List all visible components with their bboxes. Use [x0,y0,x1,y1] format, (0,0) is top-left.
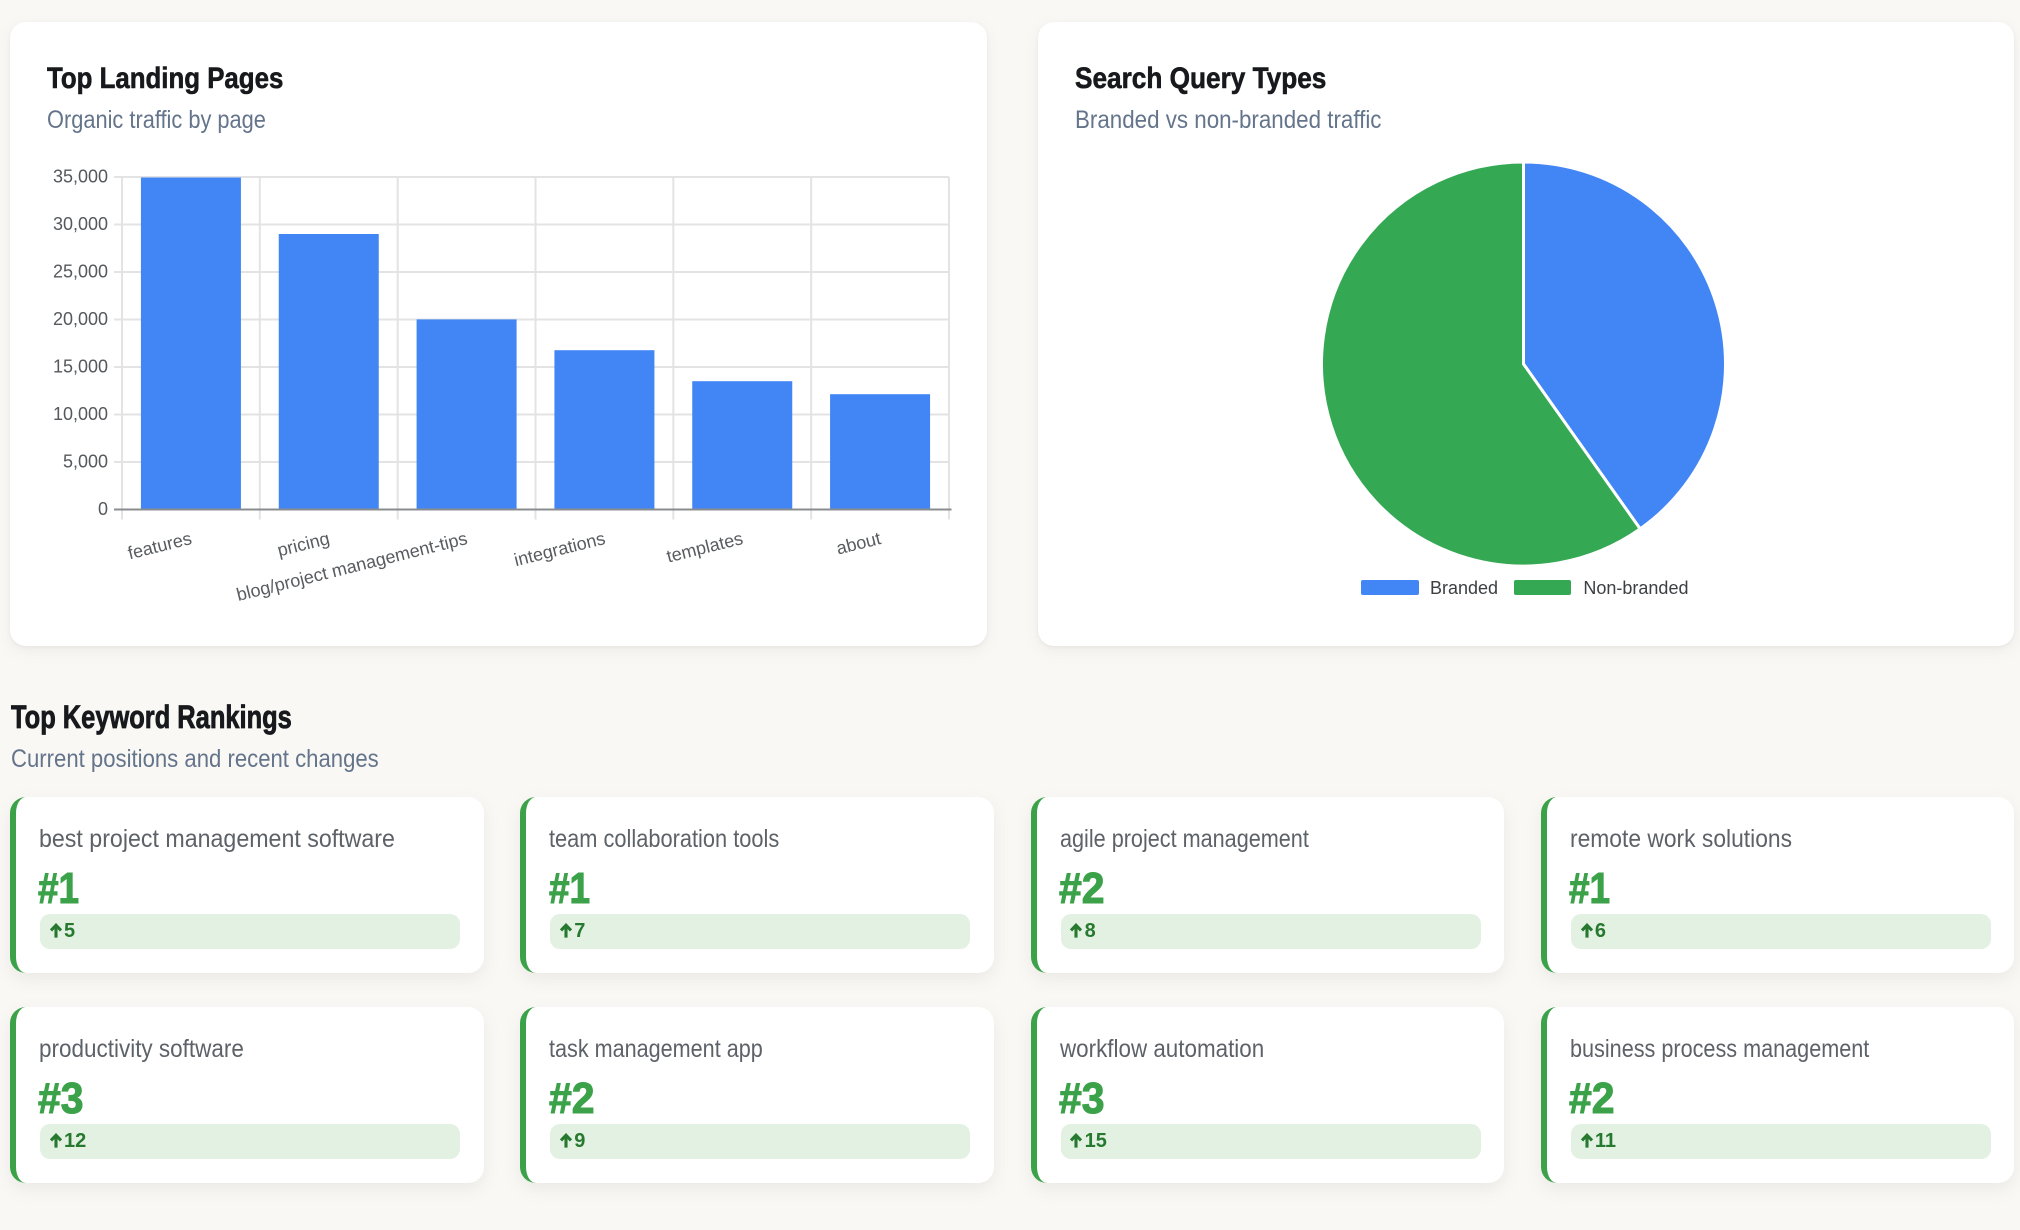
svg-text:features: features [126,528,194,563]
svg-text:0: 0 [98,499,108,519]
svg-text:30,000: 30,000 [53,214,108,234]
svg-text:35,000: 35,000 [53,167,108,187]
svg-text:25,000: 25,000 [53,262,108,282]
svg-text:integrations: integrations [512,528,607,570]
svg-text:about: about [834,528,883,558]
svg-text:pricing: pricing [275,528,331,560]
svg-text:10,000: 10,000 [53,404,108,424]
svg-text:blog/project management-tips: blog/project management-tips [234,528,469,605]
svg-text:15,000: 15,000 [53,357,108,377]
svg-text:Branded: Branded [1430,578,1498,598]
svg-text:20,000: 20,000 [53,309,108,329]
svg-text:templates: templates [664,528,745,566]
svg-text:5,000: 5,000 [63,452,108,472]
svg-text:Non-branded: Non-branded [1583,578,1688,598]
